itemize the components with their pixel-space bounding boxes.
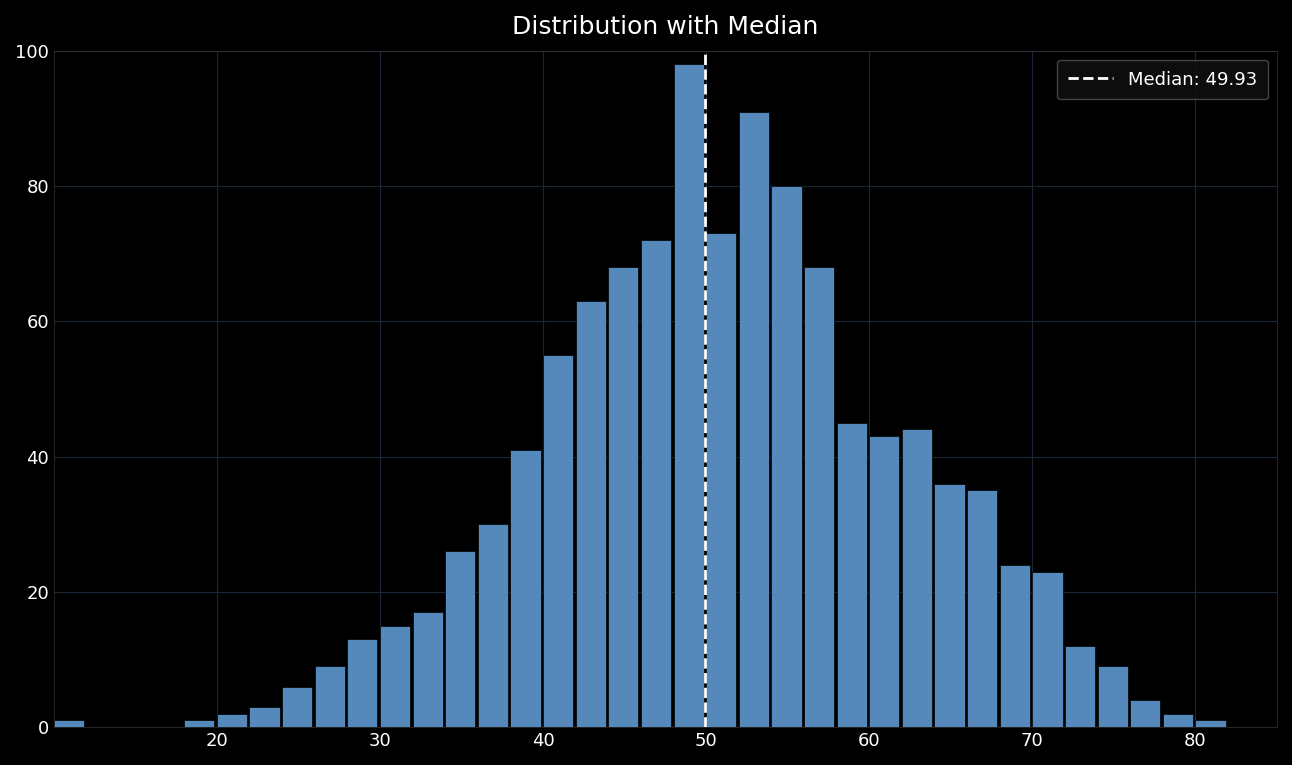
Bar <box>217 714 247 728</box>
Bar <box>1065 646 1096 728</box>
Bar <box>510 450 540 728</box>
Bar <box>609 267 638 728</box>
Bar <box>707 233 736 728</box>
Bar <box>282 686 313 728</box>
Bar <box>902 429 932 728</box>
Bar <box>185 721 214 728</box>
Bar <box>1000 565 1030 728</box>
Bar <box>804 267 835 728</box>
Bar <box>315 666 345 728</box>
Bar <box>771 186 801 728</box>
Bar <box>446 552 475 728</box>
Bar <box>543 355 574 728</box>
Bar <box>1195 721 1226 728</box>
Bar <box>673 64 704 728</box>
Bar <box>380 626 410 728</box>
Bar <box>249 707 279 728</box>
Bar <box>870 436 899 728</box>
Bar <box>348 640 377 728</box>
Bar <box>1130 700 1160 728</box>
Title: Distribution with Median: Distribution with Median <box>512 15 819 39</box>
Bar <box>641 240 671 728</box>
Bar <box>576 301 606 728</box>
Bar <box>1163 714 1193 728</box>
Bar <box>934 483 965 728</box>
Bar <box>1032 571 1062 728</box>
Bar <box>968 490 997 728</box>
Bar <box>54 721 84 728</box>
Bar <box>837 423 867 728</box>
Legend: Median: 49.93: Median: 49.93 <box>1057 60 1267 99</box>
Bar <box>478 524 508 728</box>
Bar <box>739 112 769 728</box>
Bar <box>1098 666 1128 728</box>
Bar <box>412 612 443 728</box>
